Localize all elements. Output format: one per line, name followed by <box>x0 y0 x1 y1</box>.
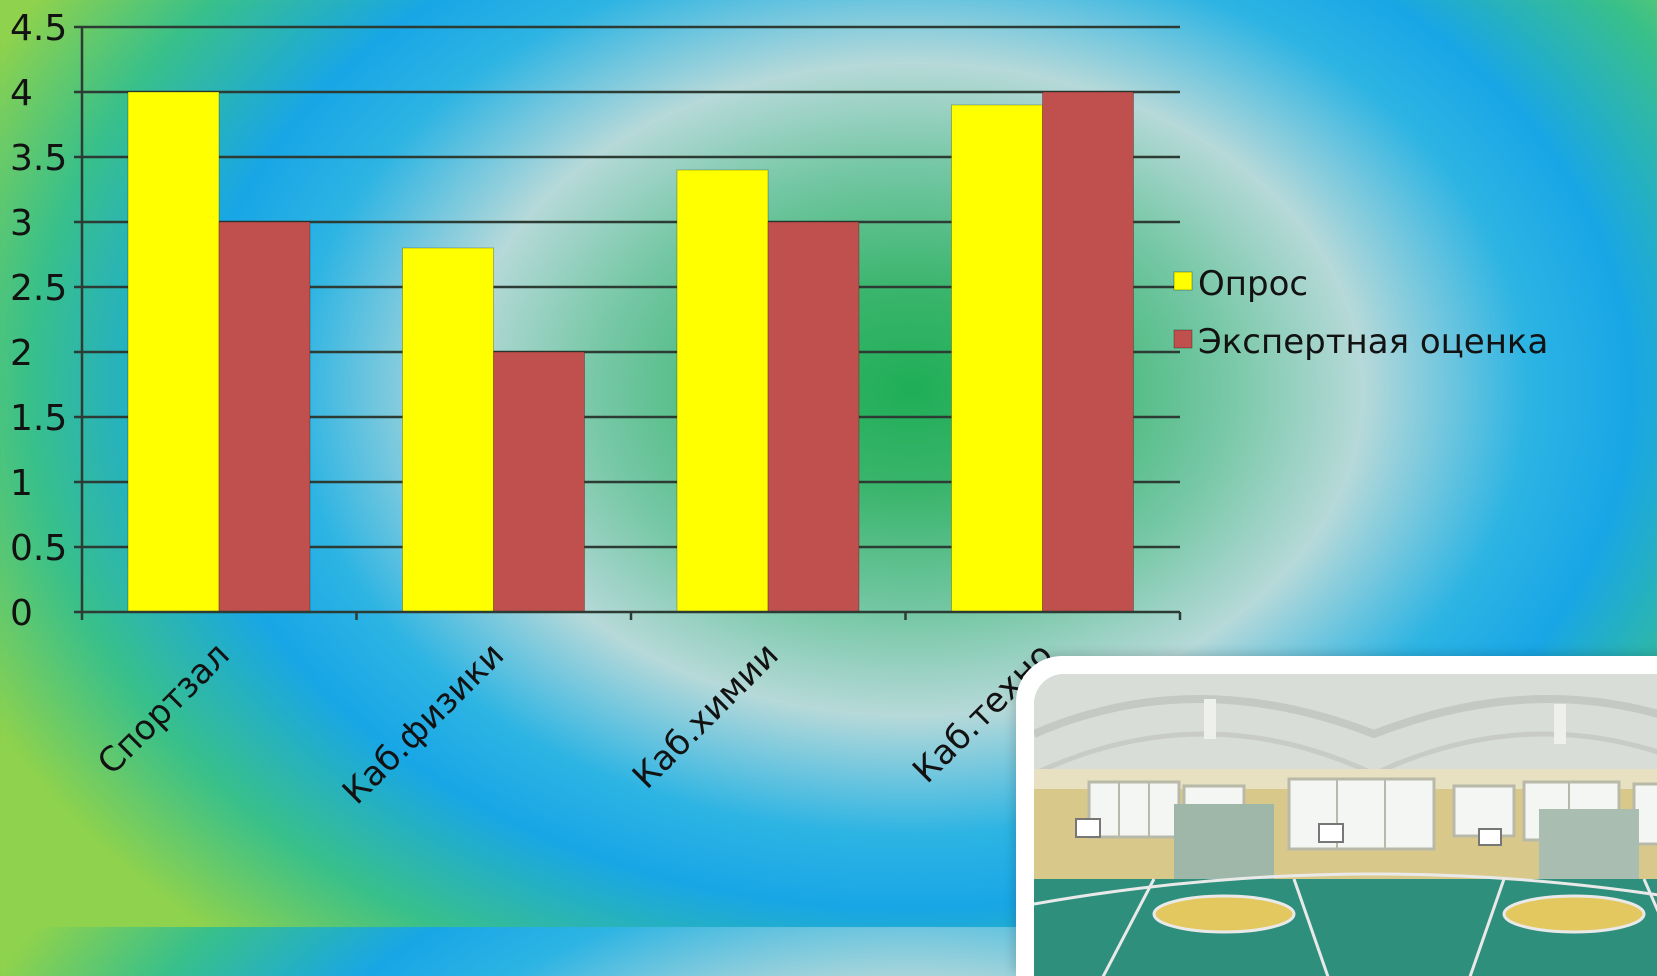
bars <box>127 91 1134 613</box>
bar-expert-1 <box>493 351 585 613</box>
y-tick-label: 1.5 <box>10 398 67 439</box>
legend-label: Опрос <box>1198 264 1308 304</box>
y-tick-label: 4.5 <box>10 8 67 49</box>
y-tick-label: 3 <box>10 203 33 244</box>
bar-expert-3 <box>1042 91 1134 613</box>
y-tick-label: 2 <box>10 333 33 374</box>
x-category-label: Спортзал <box>90 635 238 783</box>
gym-photo-card <box>1016 656 1657 976</box>
bar-expert-0 <box>218 221 311 613</box>
y-axis-ticks: 0 0.5 1 1.5 2 2.5 3 3.5 4 4.5 <box>10 8 82 634</box>
bar-opros-0 <box>127 91 220 613</box>
legend-swatch <box>1173 329 1193 349</box>
bar-expert-2 <box>767 221 860 613</box>
x-category-label: Каб.химии <box>625 635 787 797</box>
legend-swatch <box>1173 271 1193 291</box>
y-tick-label: 0.5 <box>10 528 67 569</box>
legend: Опрос Экспертная оценка <box>1173 264 1548 362</box>
axes <box>80 27 1182 620</box>
y-tick-label: 1 <box>10 463 33 504</box>
legend-label: Экспертная оценка <box>1198 322 1548 362</box>
x-category-label: Каб.физики <box>335 635 512 812</box>
bar-opros-3 <box>951 104 1043 613</box>
gym-photo <box>1034 674 1657 976</box>
x-axis-labels: Спортзал Каб.физики Каб.химии Каб.техно <box>90 635 1061 812</box>
y-tick-label: 0 <box>10 593 33 634</box>
y-tick-label: 3.5 <box>10 138 67 179</box>
y-tick-label: 2.5 <box>10 268 67 309</box>
y-tick-label: 4 <box>10 73 33 114</box>
bar-opros-1 <box>402 247 494 613</box>
bar-chart: 0 0.5 1 1.5 2 2.5 3 3.5 4 4.5 Спортзал Каб.физики К… <box>10 8 1548 812</box>
bar-opros-2 <box>676 169 769 613</box>
